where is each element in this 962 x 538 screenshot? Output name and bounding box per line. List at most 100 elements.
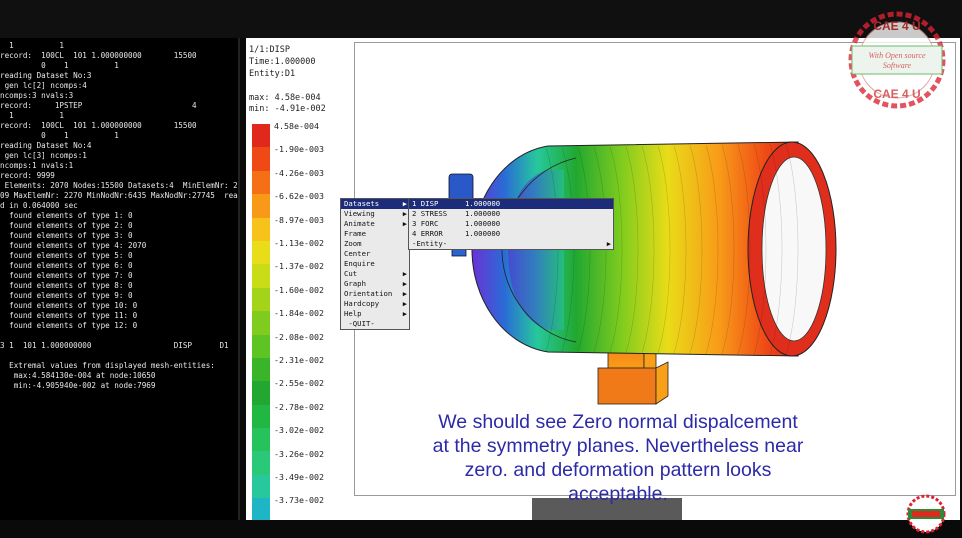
submenu-arrow-icon: ▶ bbox=[402, 300, 407, 308]
terminal-line: found elements of type 2: 0 bbox=[0, 221, 133, 230]
menu-item-label: -QUIT- bbox=[344, 319, 375, 328]
legend-label: -3.49e-002 bbox=[274, 472, 324, 482]
legend-label: -1.84e-002 bbox=[274, 308, 324, 319]
dataset-name: 4 ERROR bbox=[412, 229, 443, 238]
contour-line bbox=[657, 145, 671, 354]
legend-swatch bbox=[252, 451, 270, 475]
legend-label: -1.37e-002 bbox=[274, 261, 324, 272]
caption-line: zero. and deformation pattern looks bbox=[464, 459, 772, 481]
terminal-line: reading Dataset No:4 bbox=[0, 141, 92, 150]
dataset-item[interactable]: 2 STRESS 1.000000 bbox=[409, 209, 613, 219]
legend-swatch bbox=[252, 264, 270, 288]
terminal-line: record: 1PSTEP 4 bbox=[0, 101, 197, 110]
video-top-bar bbox=[0, 0, 962, 38]
cae4u-small-logo bbox=[904, 494, 948, 534]
menu-item-hardcopy[interactable]: Hardcopy ▶ bbox=[341, 299, 409, 309]
terminal-line: found elements of type 8: 0 bbox=[0, 281, 133, 290]
menu-item-graph[interactable]: Graph ▶ bbox=[341, 279, 409, 289]
terminal-line bbox=[0, 331, 238, 341]
terminal-line: record: 9999 bbox=[0, 171, 55, 180]
submenu-arrow-icon: ▶ bbox=[402, 310, 407, 318]
menu-item-label: Hardcopy bbox=[344, 299, 380, 308]
menu-item-enquire[interactable]: Enquire bbox=[341, 259, 409, 269]
legend-label: -3.02e-002 bbox=[274, 425, 324, 436]
terminal-line: gen lc[2] ncomps:4 bbox=[0, 81, 87, 90]
menu-item-label: Graph bbox=[344, 279, 366, 288]
contour-line bbox=[625, 146, 639, 353]
dataset-name: 1 DISP bbox=[412, 199, 439, 208]
menu-item-datasets[interactable]: Datasets ▶ bbox=[341, 199, 409, 209]
logo-bottom-text: CAE 4 U bbox=[873, 87, 920, 101]
menu-item-frame[interactable]: Frame bbox=[341, 229, 409, 239]
submenu-arrow-icon: ▶ bbox=[402, 290, 407, 298]
legend-swatch bbox=[252, 147, 270, 171]
menu-item-help[interactable]: Help ▶ bbox=[341, 309, 409, 319]
contour-line bbox=[609, 146, 623, 353]
dataset-time-value: 1.000000 bbox=[465, 209, 501, 218]
legend-label: -1.90e-003 bbox=[274, 144, 324, 155]
contour-line bbox=[673, 145, 687, 354]
terminal-line bbox=[0, 351, 238, 361]
contour-line bbox=[737, 144, 751, 355]
menu-item-label: Help bbox=[344, 309, 362, 318]
caption-line: at the symmetry planes. Nevertheless nea… bbox=[432, 435, 804, 457]
dataset-item[interactable]: 4 ERROR 1.000000 bbox=[409, 229, 613, 239]
terminal-line: found elements of type 12: 0 bbox=[0, 321, 138, 330]
terminal-line: reading Dataset No:3 bbox=[0, 71, 92, 80]
menu-item-orientation[interactable]: Orientation ▶ bbox=[341, 289, 409, 299]
dataset-label: 1/1:DISP bbox=[249, 45, 290, 55]
datasets-submenu[interactable]: 1 DISP 1.000000 2 STRESS 1.000000 3 FORC 1.00… bbox=[408, 198, 614, 250]
dataset-time-value: 1.000000 bbox=[465, 219, 501, 228]
menu-item-cut[interactable]: Cut ▶ bbox=[341, 269, 409, 279]
legend-label: 4.58e-004 bbox=[274, 121, 319, 131]
legend-label: -1.13e-002 bbox=[274, 238, 324, 248]
legend-swatch bbox=[252, 357, 270, 382]
terminal-line: record: 100CL 101 1.000000000 15500 bbox=[0, 51, 197, 60]
popup-main-menu[interactable]: Datasets ▶ Viewing ▶ Animate ▶ Frame Zoom Center… bbox=[340, 198, 410, 330]
submenu-arrow-icon: ▶ bbox=[402, 200, 407, 208]
menu-item-viewing[interactable]: Viewing ▶ bbox=[341, 209, 409, 219]
submenu-arrow-icon: ▶ bbox=[402, 280, 407, 288]
menu-item-zoom[interactable]: Zoom bbox=[341, 239, 409, 249]
menu-item-label: Viewing bbox=[344, 209, 375, 218]
terminal-line: 3 1 101 1.000000000 DISP D1 bbox=[0, 341, 229, 350]
logo-line1: With Open source bbox=[868, 51, 925, 60]
terminal-window[interactable]: 1 1 record: 100CL 101 1.000000000 15500 0… bbox=[0, 38, 240, 520]
contour-bands bbox=[545, 143, 799, 356]
time-label: Time:1.000000 bbox=[249, 57, 316, 67]
dataset-item[interactable]: -Entity- ▶ bbox=[409, 239, 613, 249]
menu-item-label: Animate bbox=[344, 219, 375, 228]
entity-label: Entity:D1 bbox=[249, 69, 296, 79]
legend-swatch bbox=[252, 311, 270, 335]
dataset-item[interactable]: 1 DISP 1.000000 bbox=[409, 199, 613, 209]
logo-line2: Software bbox=[883, 61, 912, 70]
terminal-line: found elements of type 1: 0 bbox=[0, 211, 133, 220]
terminal-line: found elements of type 7: 0 bbox=[0, 271, 133, 280]
legend-label: -2.31e-002 bbox=[274, 355, 324, 365]
terminal-line: 0 1 1 bbox=[0, 61, 119, 70]
legend-swatch bbox=[252, 287, 270, 312]
dataset-item[interactable]: 3 FORC 1.000000 bbox=[409, 219, 613, 229]
logo-top-text: CAE 4 U bbox=[873, 19, 920, 33]
menu-item-quit[interactable]: -QUIT- bbox=[341, 319, 409, 329]
terminal-line: 1 1 bbox=[0, 41, 65, 50]
terminal-line: ncomps:1 nvals:1 bbox=[0, 161, 74, 170]
terminal-line: ncomps:3 nvals:3 bbox=[0, 91, 74, 100]
terminal-line: record: 100CL 101 1.000000000 15500 bbox=[0, 121, 197, 130]
legend-label: -3.73e-002 bbox=[274, 495, 324, 506]
legend-swatch bbox=[252, 194, 270, 218]
terminal-line: found elements of type 10: 0 bbox=[0, 301, 138, 310]
legend-swatch bbox=[252, 124, 270, 148]
terminal-line: found elements of type 5: 0 bbox=[0, 251, 133, 260]
caption-background bbox=[532, 498, 682, 520]
dataset-time-value: 1.000000 bbox=[465, 229, 501, 238]
terminal-line: found elements of type 9: 0 bbox=[0, 291, 133, 300]
legend-label: -2.78e-002 bbox=[274, 401, 324, 412]
terminal-line: max:4.584130e-004 at node:10650 bbox=[0, 371, 156, 380]
video-caption: We should see Zero normal dispalcement at… bbox=[388, 410, 848, 506]
terminal-line: found elements of type 4: 2070 bbox=[0, 241, 147, 250]
legend-label: -3.96e-002 bbox=[274, 519, 324, 520]
menu-item-animate[interactable]: Animate ▶ bbox=[341, 219, 409, 229]
legend-label: -2.55e-002 bbox=[274, 378, 324, 389]
menu-item-center[interactable]: Center bbox=[341, 249, 409, 259]
